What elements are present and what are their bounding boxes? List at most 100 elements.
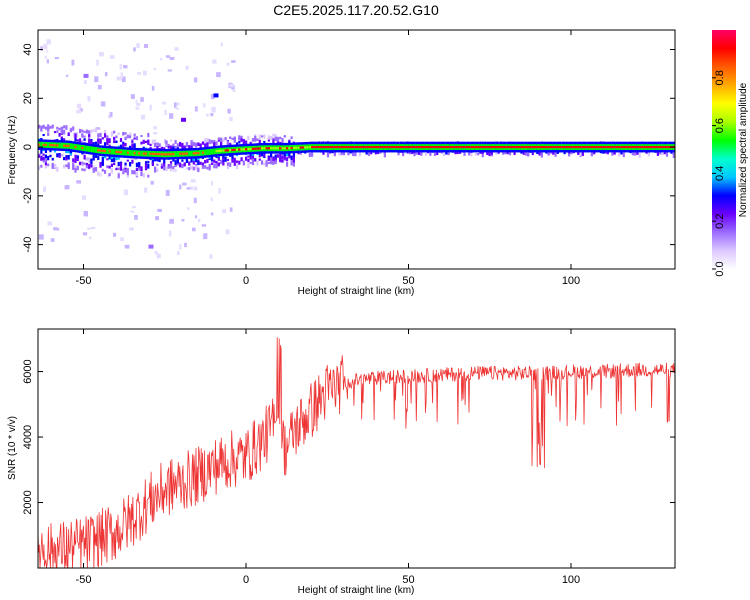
- spectral-cell: [231, 153, 234, 158]
- spectral-ridge-cell: [570, 145, 573, 149]
- spectral-cell: [92, 168, 95, 173]
- spectral-ridge-cell: [265, 147, 268, 150]
- spectral-cell: [274, 157, 277, 162]
- spectral-noise-cell: [130, 94, 135, 99]
- spectral-cell: [131, 144, 134, 149]
- spectral-noise-cell: [175, 107, 179, 110]
- spectral-ridge-cell: [67, 144, 70, 147]
- spectral-cell: [285, 157, 289, 162]
- spectral-cell: [206, 158, 209, 163]
- spectral-cell: [44, 165, 48, 169]
- spectral-cell: [292, 159, 295, 163]
- spectral-ridge-cell: [42, 143, 45, 146]
- spectral-noise-cell: [210, 94, 215, 100]
- spectral-cell: [176, 163, 179, 166]
- spectral-cell: [179, 162, 182, 168]
- spectral-cell: [276, 136, 280, 142]
- spectral-cell: [133, 137, 136, 140]
- spectral-noise-cell: [184, 242, 187, 248]
- spectral-ridge-cell: [183, 152, 186, 155]
- spectral-cell: [99, 132, 102, 138]
- spectral-noise-cell: [232, 89, 236, 92]
- spectral-ridge-cell: [240, 148, 243, 151]
- spectral-cell: [122, 143, 125, 148]
- spectral-cell: [370, 150, 373, 155]
- spectral-ridge-cell: [90, 148, 93, 151]
- spectral-noise-cell: [201, 224, 207, 227]
- spectral-cell: [590, 151, 594, 157]
- spectral-ridge-cell: [197, 152, 200, 155]
- spectral-noise-cell: [121, 76, 126, 83]
- spectral-cell: [56, 130, 59, 133]
- spectral-cell: [379, 151, 382, 154]
- spectral-noise-cell: [90, 226, 96, 230]
- spectral-cell: [42, 134, 45, 137]
- spectral-ridge-cell: [504, 145, 507, 149]
- spectral-ridge-cell: [60, 144, 64, 147]
- spectral-cell: [570, 152, 573, 155]
- spectrogram-y-tick-label: 20: [22, 92, 34, 104]
- spectral-cell: [138, 162, 141, 167]
- spectral-cell: [631, 152, 634, 155]
- spectral-ridge-cell: [636, 145, 639, 149]
- spectral-cell: [333, 152, 336, 157]
- spectral-ridge-cell: [411, 145, 414, 149]
- spectral-ridge-cell: [449, 145, 453, 149]
- spectral-cell: [442, 153, 446, 157]
- spectral-ridge-cell: [413, 145, 416, 149]
- spectral-ridge-cell: [336, 145, 339, 149]
- spectral-noise-cell: [211, 212, 214, 216]
- spectral-cell: [78, 128, 82, 134]
- spectral-noise-cell: [76, 180, 81, 184]
- spectral-cell: [124, 162, 127, 166]
- spectral-ridge-cell: [99, 149, 102, 152]
- spectral-ridge-cell: [615, 145, 619, 149]
- spectral-cell: [56, 126, 59, 130]
- spectral-cell: [190, 157, 193, 163]
- spectral-cell: [108, 138, 111, 144]
- spectral-ridge-cell: [668, 145, 671, 149]
- spectral-cell: [176, 143, 179, 148]
- spectral-cell: [133, 170, 136, 175]
- spectral-cell: [144, 163, 148, 168]
- spectral-ridge-cell: [536, 145, 539, 149]
- spectral-ridge-cell: [397, 145, 400, 149]
- spectral-cell: [208, 139, 211, 145]
- spectral-cell: [174, 140, 177, 144]
- spectral-cell: [267, 156, 270, 161]
- spectral-cell: [110, 158, 113, 163]
- spectral-cell: [163, 161, 166, 167]
- spectral-ridge-cell: [588, 145, 591, 149]
- spectral-cell: [524, 151, 528, 156]
- spectral-cell: [285, 151, 289, 156]
- spectral-cell: [188, 161, 191, 165]
- spectral-ridge-cell: [304, 146, 307, 149]
- spectral-ridge-cell: [179, 152, 182, 155]
- spectral-cell: [270, 157, 273, 163]
- spectral-ridge-cell: [233, 148, 237, 151]
- spectral-ridge-cell: [577, 145, 580, 149]
- spectral-cell: [42, 124, 45, 129]
- spectral-cell: [299, 151, 302, 155]
- colorbar: 0.0 0.2 0.4 0.6 0.8 Normalized spectral ampl…: [712, 30, 749, 277]
- spectral-noise-cell: [43, 43, 48, 50]
- spectral-ridge-cell: [408, 145, 412, 149]
- spectral-noise-cell: [76, 109, 82, 114]
- spectral-ridge-cell: [160, 153, 164, 156]
- spectral-cell: [40, 157, 43, 161]
- figure-title: C2E5.2025.117.20.52.G10: [273, 2, 439, 18]
- spectral-cell: [138, 167, 141, 171]
- spectral-ridge-cell: [194, 152, 198, 155]
- spectral-cell: [415, 151, 418, 155]
- spectral-cell: [67, 165, 70, 170]
- spectral-cell: [477, 153, 480, 156]
- spectral-cell: [231, 156, 234, 161]
- spectral-cell: [99, 140, 102, 144]
- spectral-cell: [267, 161, 270, 165]
- spectral-blob: [83, 73, 89, 78]
- spectral-cell: [224, 156, 227, 162]
- spectral-ridge-cell: [172, 152, 175, 156]
- snr-y-ticks: 2000 4000 6000: [22, 359, 675, 515]
- spectral-cell: [181, 142, 184, 146]
- snr-x-ticks: -50 0 50 100: [76, 329, 580, 586]
